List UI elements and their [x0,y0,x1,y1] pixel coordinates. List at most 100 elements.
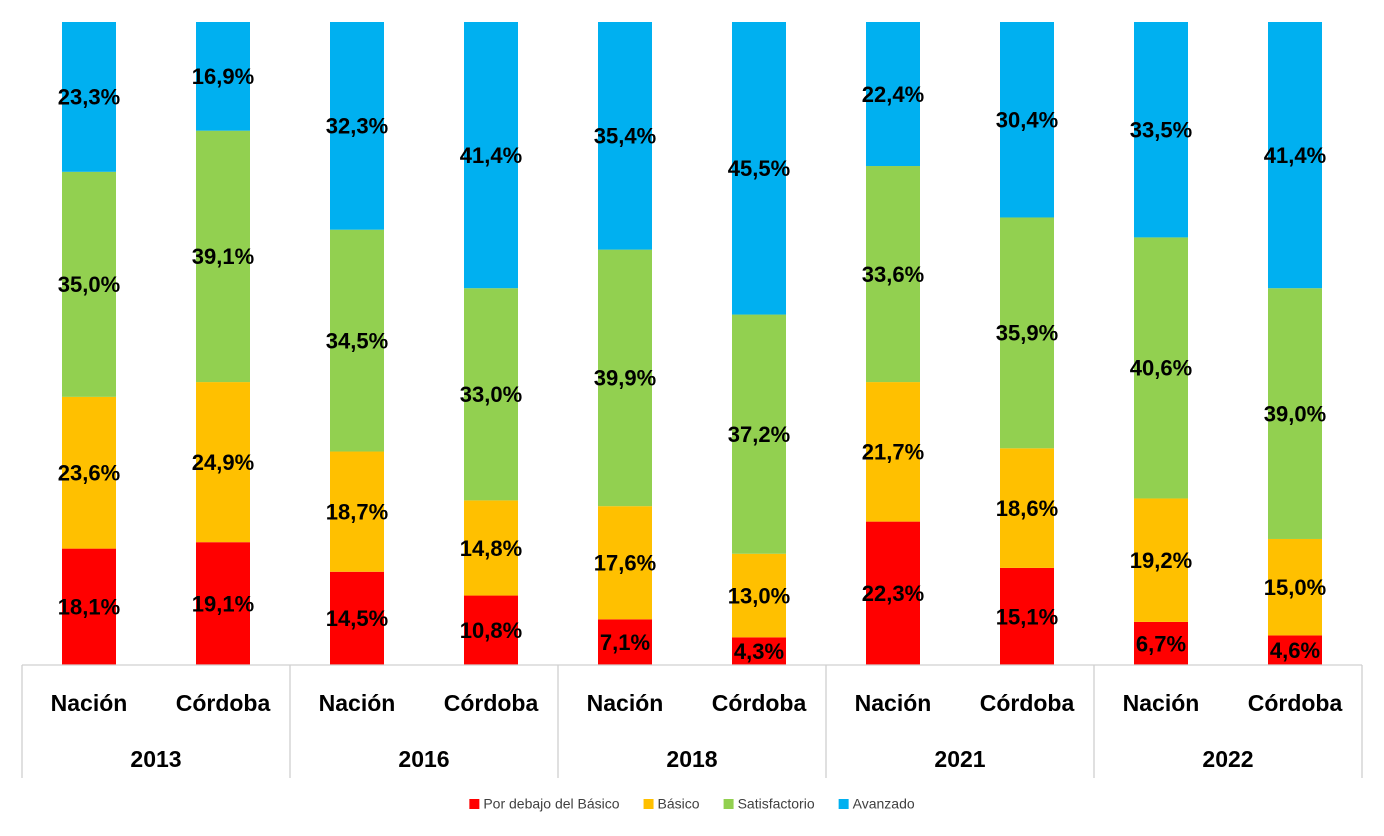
bar-segment [1134,22,1188,238]
data-label: 15,1% [996,604,1058,629]
bar-segment [1134,498,1188,622]
bar-segment [62,548,116,665]
legend-label: Satisfactorio [738,796,815,812]
legend-label: Por debajo del Básico [483,796,619,812]
group-label: 2013 [130,746,181,772]
legend-swatch [469,799,480,809]
x-tick-label: Córdoba [176,690,271,716]
group-label: 2022 [1202,746,1253,772]
data-label: 4,6% [1270,638,1320,663]
data-label: 15,0% [1264,575,1326,600]
bar-segment [1000,217,1054,449]
bar-segment [196,542,250,665]
bar-segment [62,396,116,549]
bar-segment [196,22,250,131]
data-label: 13,0% [728,583,790,608]
data-label: 22,3% [862,581,924,606]
bar-segment [464,22,518,289]
x-tick-label: Córdoba [712,690,807,716]
data-label: 10,8% [460,618,522,643]
data-label: 30,4% [996,108,1058,133]
data-label: 6,7% [1136,631,1186,656]
data-label: 17,6% [594,551,656,576]
data-label: 16,9% [192,64,254,89]
x-tick-label: Córdoba [1248,690,1343,716]
bar-segment [1268,22,1322,289]
group-label: 2016 [398,746,449,772]
data-label: 4,3% [734,639,784,664]
legend-label: Avanzado [853,796,915,812]
data-label: 35,9% [996,321,1058,346]
data-label: 21,7% [862,440,924,465]
bar-segment [866,382,920,522]
data-label: 34,5% [326,328,388,353]
data-label: 37,2% [728,422,790,447]
bar-segment [464,595,518,665]
data-label: 18,1% [58,595,120,620]
data-label: 40,6% [1130,356,1192,381]
group-label: 2021 [934,746,985,772]
bar-segment [330,451,384,572]
bar-segment [1268,538,1322,636]
legend-swatch [723,799,734,809]
data-label: 18,6% [996,496,1058,521]
data-label: 41,4% [460,143,522,168]
bar-segment [1000,22,1054,218]
x-tick-label: Córdoba [444,690,539,716]
bar-segment [732,553,786,638]
legend-swatch [838,799,849,809]
x-tick-label: Nación [855,690,932,716]
bar-segment [464,500,518,596]
data-label: 23,6% [58,461,120,486]
bar-segment [598,22,652,250]
data-label: 41,4% [1264,143,1326,168]
bar-segment [1000,567,1054,665]
data-label: 39,0% [1264,401,1326,426]
x-tick-label: Nación [1123,690,1200,716]
bar-segment [732,314,786,554]
bar-segment [732,637,786,665]
data-label: 19,1% [192,591,254,616]
data-label: 35,0% [58,272,120,297]
group-label: 2018 [666,746,717,772]
bar-segment [196,130,250,383]
bar-segment [464,288,518,501]
data-label: 22,4% [862,82,924,107]
bar-segment [196,382,250,543]
data-label: 7,1% [600,630,650,655]
bar-segment [866,521,920,665]
bar-segment [62,171,116,397]
bar-segment [1134,237,1188,499]
x-tick-label: Nación [319,690,396,716]
legend-swatch [643,799,654,809]
data-label: 35,4% [594,124,656,149]
data-label: 19,2% [1130,548,1192,573]
legend-label: Básico [658,796,700,812]
bar-segment [866,22,920,167]
x-tick-label: Nación [51,690,128,716]
bar-segment [330,571,384,665]
data-label: 33,6% [862,262,924,287]
data-label: 14,5% [326,606,388,631]
bar-segment [1268,288,1322,539]
data-label: 24,9% [192,450,254,475]
bar-segment [732,22,786,315]
bar-segment [62,22,116,172]
bar-segment [1134,621,1188,665]
bar-segment [1000,448,1054,568]
data-label: 32,3% [326,114,388,139]
data-label: 18,7% [326,499,388,524]
bar-segment [330,22,384,230]
bar-segment [598,619,652,665]
bar-segment [866,166,920,383]
data-label: 33,5% [1130,118,1192,143]
bar-segment [598,249,652,507]
x-tick-label: Córdoba [980,690,1075,716]
data-label: 14,8% [460,536,522,561]
data-label: 45,5% [728,156,790,181]
data-label: 39,1% [192,244,254,269]
bar-segment [330,229,384,452]
data-label: 23,3% [58,85,120,110]
data-label: 33,0% [460,382,522,407]
